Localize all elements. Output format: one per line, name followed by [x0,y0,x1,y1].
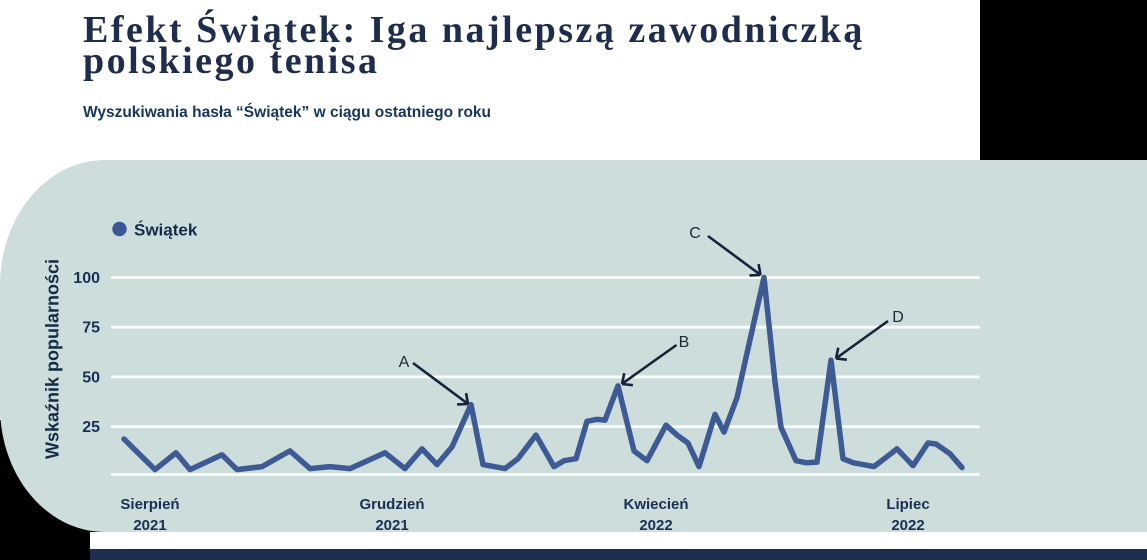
svg-text:C: C [689,225,701,242]
svg-text:Lipiec: Lipiec [886,496,929,513]
svg-text:25: 25 [82,419,100,436]
svg-text:Grudzień: Grudzień [359,496,424,513]
svg-text:50: 50 [82,369,100,386]
svg-text:A: A [399,354,410,371]
svg-text:B: B [679,334,690,351]
svg-text:Wskaźnik popularności: Wskaźnik popularności [43,259,63,459]
svg-text:2022: 2022 [891,517,924,534]
svg-text:Sierpień: Sierpień [120,496,179,513]
svg-text:D: D [892,309,904,326]
svg-text:Kwiecień: Kwiecień [623,496,688,513]
svg-text:75: 75 [82,320,100,337]
svg-text:Świątek: Świątek [134,221,198,240]
svg-text:2021: 2021 [375,517,408,534]
svg-text:100: 100 [73,270,100,287]
svg-text:2022: 2022 [639,517,672,534]
svg-text:2021: 2021 [133,517,166,534]
